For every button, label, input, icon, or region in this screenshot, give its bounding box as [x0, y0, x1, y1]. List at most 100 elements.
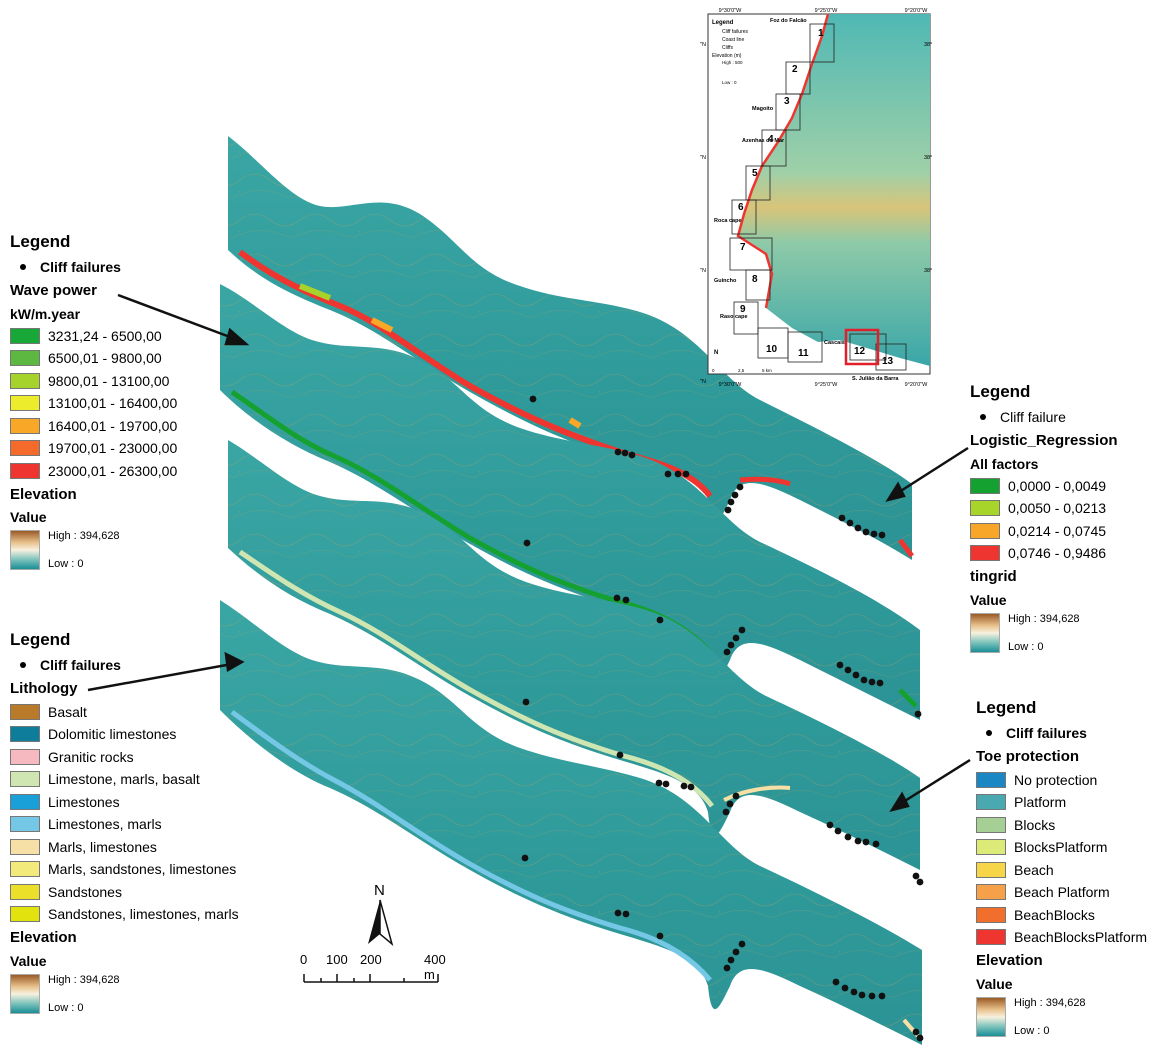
inset-lon-label: 9°20'0"W: [905, 382, 928, 388]
legend-class-label: Limestone, marls, basalt: [48, 771, 200, 788]
legend-subtitle: All factors: [970, 455, 1039, 472]
elevation-ramp: High : 394,628 Low : 0: [10, 973, 250, 1014]
legend-class-item: Marls, sandstones, limestones: [10, 858, 250, 881]
legend-class-label: 0,0214 - 0,0745: [1008, 522, 1107, 539]
legend-class-label: Sandstones, limestones, marls: [48, 906, 239, 923]
legend-cliff-failures: Cliff failures: [10, 256, 220, 279]
legend-swatch: [10, 395, 40, 412]
elevation-color-ramp: [10, 973, 40, 1014]
legend-class-label: BeachBlocksPlatform: [1014, 929, 1148, 946]
inset-place-name: Foz do Falcão: [770, 18, 807, 24]
ramp-high-label: High : 394,628: [1008, 612, 1080, 625]
scale-tick-label: 100: [326, 952, 348, 967]
legend-swatch: [976, 839, 1006, 856]
inset-legend-item: Coast line: [722, 37, 744, 43]
legend-class-label: Dolomitic limestones: [48, 726, 177, 743]
ramp-low-label: Low : 0: [48, 558, 84, 570]
legend-class-label: Sandstones: [48, 883, 122, 900]
legend-class-item: Dolomitic limestones: [10, 723, 250, 746]
inset-lat-label: 38°50'0"N: [700, 155, 706, 161]
legend-class-label: 9800,01 - 13100,00: [48, 372, 170, 389]
inset-section-number: 12: [854, 346, 866, 357]
legend-class-label: Marls, limestones: [48, 838, 157, 855]
legend-class-label: BeachBlocks: [1014, 906, 1095, 923]
legend-class-item: Platform: [976, 791, 1156, 814]
legend-class-item: 6500,01 - 9800,00: [10, 347, 220, 370]
legend-class-list: 0,0000 - 0,0049 0,0050 - 0,0213 0,0214 - 0…: [970, 475, 1150, 565]
inset-lon-label: 9°20'0"W: [905, 8, 928, 14]
legend-swatch: [10, 748, 40, 765]
legend-class-item: 19700,01 - 23000,00: [10, 437, 220, 460]
inset-scale-label: 5 km: [762, 368, 772, 373]
cliff-failure-symbol: [20, 264, 26, 271]
legend-class-item: 9800,01 - 13100,00: [10, 370, 220, 393]
legend-class-item: 23000,01 - 26300,00: [10, 460, 220, 483]
inset-place-name: Guincho: [714, 278, 737, 284]
inset-scale-label: 2,5: [738, 368, 745, 373]
inset-low-label: Low : 0: [722, 80, 737, 85]
ramp-high-label: High : 394,628: [1014, 996, 1086, 1009]
legend-class-label: No protection: [1014, 771, 1098, 788]
legend-class-label: 19700,01 - 23000,00: [48, 440, 178, 457]
legend-cliff-failures: Cliff failure: [970, 406, 1150, 429]
inset-section-number: 8: [752, 274, 758, 285]
legend-cliff-failures: Cliff failures: [10, 654, 250, 677]
cliff-failure-points: [521, 395, 924, 1042]
legend-swatch: [10, 726, 40, 743]
legend-class-item: 0,0000 - 0,0049: [970, 475, 1150, 498]
inset-lat-label: 38°45'0"N: [924, 268, 932, 274]
legend-class-label: Limestones, marls: [48, 816, 162, 833]
legend-class-label: 0,0746 - 0,9486: [1008, 545, 1107, 562]
legend-class-item: BlocksPlatform: [976, 836, 1156, 859]
legend-class-label: 3231,24 - 6500,00: [48, 327, 162, 344]
legend-swatch: [10, 417, 40, 434]
elevation-color-ramp: [970, 612, 1000, 653]
legend-swatch: [10, 462, 40, 479]
legend-class-label: Granitic rocks: [48, 748, 134, 765]
scale-tick-label: 0: [300, 952, 308, 967]
inset-place-name: Cascais: [824, 340, 845, 346]
legend-unit: kW/m.year: [10, 305, 81, 322]
inset-high-label: High : 500: [722, 60, 743, 65]
ramp-low-label: Low : 0: [48, 1001, 84, 1014]
legend-class-item: 16400,01 - 19700,00: [10, 415, 220, 438]
legend-class-item: BeachBlocks: [976, 904, 1156, 927]
inset-section-number: 4: [768, 134, 774, 145]
legend-swatch: [976, 816, 1006, 833]
legend-value-title: Value: [10, 509, 47, 525]
inset-section-number: 13: [882, 356, 894, 367]
cliff-failures-label: Cliff failures: [40, 657, 121, 674]
legend-swatch: [10, 771, 40, 788]
legend-title: Legend: [10, 232, 71, 251]
legend-layer-title: Lithology: [10, 680, 78, 697]
legend-class-list: No protection Platform Blocks BlocksPlatfor…: [976, 769, 1156, 949]
legend-class-label: Blocks: [1014, 816, 1056, 833]
legend-class-item: Granitic rocks: [10, 746, 250, 769]
legend-class-item: Limestones: [10, 791, 250, 814]
elevation-color-ramp: [10, 530, 40, 570]
legend-swatch: [10, 816, 40, 833]
legend-class-list: 3231,24 - 6500,00 6500,01 - 9800,00 9800,0…: [10, 325, 220, 483]
legend-class-item: Limestone, marls, basalt: [10, 768, 250, 791]
ramp-high-label: High : 394,628: [48, 973, 120, 986]
legend-class-item: Marls, limestones: [10, 836, 250, 859]
inset-place-name: Azenhas do Mar: [742, 138, 785, 144]
legend-swatch: [970, 522, 1000, 539]
ramp-low-label: Low : 0: [1014, 1024, 1050, 1037]
inset-section-number: 7: [740, 242, 746, 253]
legend-swatch: [10, 838, 40, 855]
legend-lithology: Legend Cliff failures Lithology Basalt Do…: [10, 630, 250, 1014]
north-arrow-icon: [303, 899, 439, 983]
legend-class-label: Beach Platform: [1014, 884, 1110, 901]
legend-class-label: Platform: [1014, 794, 1067, 811]
scale-tick-label: 200: [360, 952, 382, 967]
legend-class-label: 16400,01 - 19700,00: [48, 417, 178, 434]
legend-class-item: 0,0746 - 0,9486: [970, 542, 1150, 565]
legend-swatch: [976, 929, 1006, 946]
legend-class-label: 0,0000 - 0,0049: [1008, 477, 1107, 494]
inset-place-name: S. Julião da Barra: [852, 376, 899, 382]
inset-legend-title: Legend: [712, 20, 734, 26]
elevation-ramp: High : 394,628 Low : 0: [970, 612, 1150, 653]
inset-section-number: 2: [792, 64, 798, 75]
legend-swatch: [976, 794, 1006, 811]
